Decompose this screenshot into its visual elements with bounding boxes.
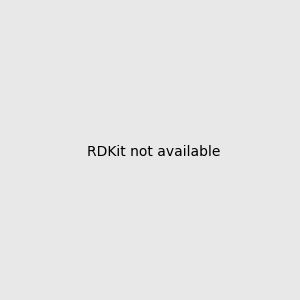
Text: RDKit not available: RDKit not available bbox=[87, 145, 220, 158]
